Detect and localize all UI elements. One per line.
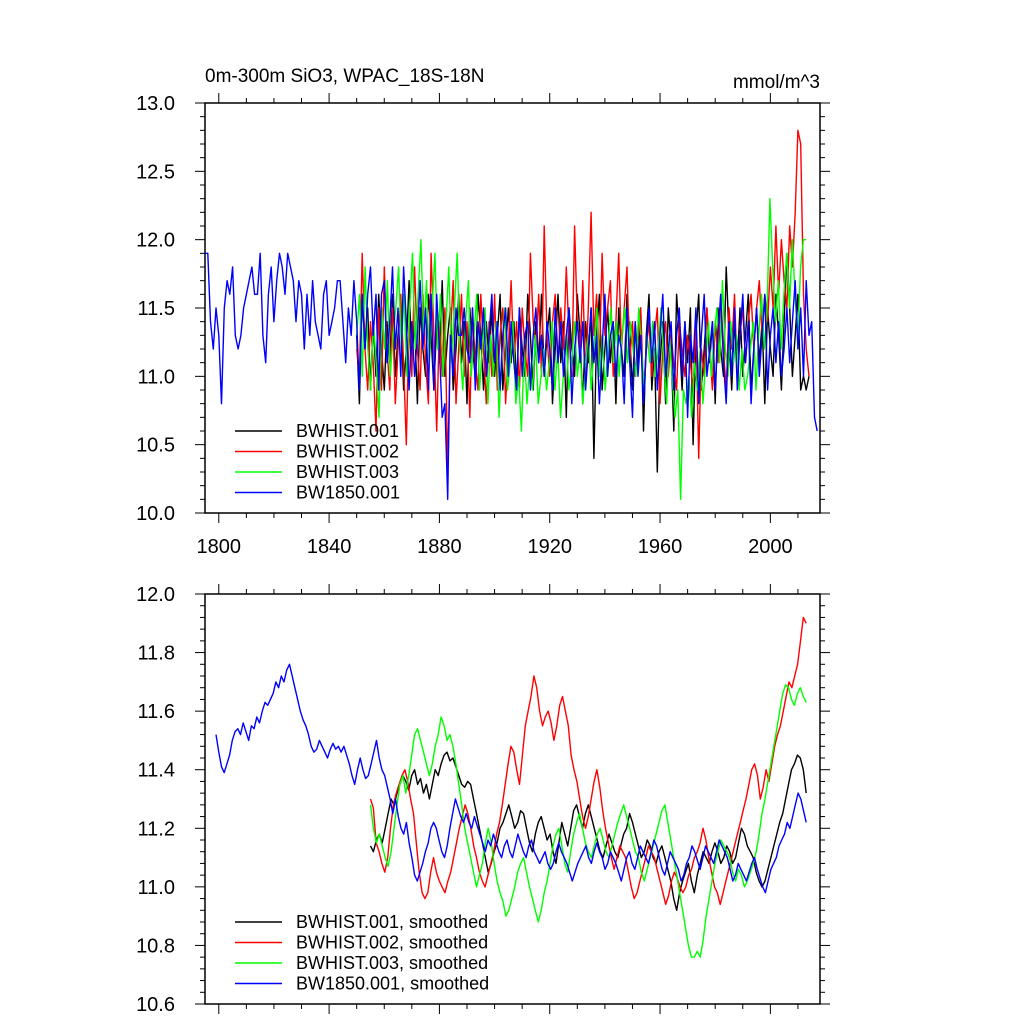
- units-label: mmol/m^3: [733, 72, 820, 93]
- legend-label: BW1850.001: [296, 483, 400, 503]
- series-line-0: [369, 751, 807, 911]
- y-tick-label: 11.8: [138, 643, 175, 665]
- y-tick-label: 10.0: [136, 503, 175, 525]
- series-group: [215, 616, 807, 958]
- chart-title: 0m-300m SiO3, WPAC_18S-18N: [205, 66, 484, 87]
- y-tick-label: 10.8: [136, 935, 175, 957]
- y-tick-label: 11.4: [138, 760, 175, 782]
- series-line-3: [215, 663, 807, 894]
- y-tick-label: 11.5: [138, 298, 175, 320]
- series-line-3: [205, 252, 818, 500]
- legend-label: BWHIST.001, smoothed: [296, 912, 488, 932]
- plot-frame: [204, 593, 821, 1005]
- y-tick-label: 12.0: [136, 230, 175, 252]
- y-tick-label: 11.2: [138, 818, 175, 840]
- x-tick-label: 1840: [307, 536, 352, 558]
- legend-label: BWHIST.003, smoothed: [296, 953, 488, 973]
- y-tick-label: 10.6: [136, 994, 175, 1016]
- legend-label: BWHIST.003: [296, 462, 399, 482]
- axis-ticks: 1800 1840 1880 1920 1960 2000 10.0 10.5 11.0 11.5…: [136, 93, 830, 558]
- x-tick-label: 1800: [197, 536, 242, 558]
- bottom-panel: 10.6 10.8 11.0 11.2 11.4 11.6 11.8 12.0 BWHIST.…: [136, 584, 830, 1016]
- y-tick-label: 13.0: [136, 93, 175, 115]
- legend-label: BW1850.001, smoothed: [296, 974, 489, 994]
- x-tick-label: 2000: [748, 536, 793, 558]
- x-tick-label: 1920: [527, 536, 572, 558]
- axis-ticks: 10.6 10.8 11.0 11.2 11.4 11.6 11.8 12.0: [136, 584, 830, 1016]
- y-tick-label: 11.6: [138, 701, 175, 723]
- series-line-2: [369, 684, 807, 958]
- series-line-1: [369, 616, 807, 906]
- series-line-1: [356, 129, 810, 473]
- legend-label: BWHIST.002, smoothed: [296, 933, 488, 953]
- top-panel: 0m-300m SiO3, WPAC_18S-18N mmol/m^3 1800…: [136, 66, 830, 558]
- legend-label: BWHIST.002: [296, 442, 399, 462]
- y-tick-label: 10.5: [136, 435, 175, 457]
- x-tick-label: 1960: [638, 536, 683, 558]
- y-tick-label: 11.0: [138, 366, 175, 388]
- series-group: [205, 129, 818, 500]
- y-tick-label: 12.5: [136, 161, 175, 183]
- y-tick-label: 12.0: [136, 584, 175, 606]
- legend-label: BWHIST.001: [296, 421, 399, 441]
- y-tick-label: 11.0: [138, 877, 175, 899]
- x-tick-label: 1880: [417, 536, 462, 558]
